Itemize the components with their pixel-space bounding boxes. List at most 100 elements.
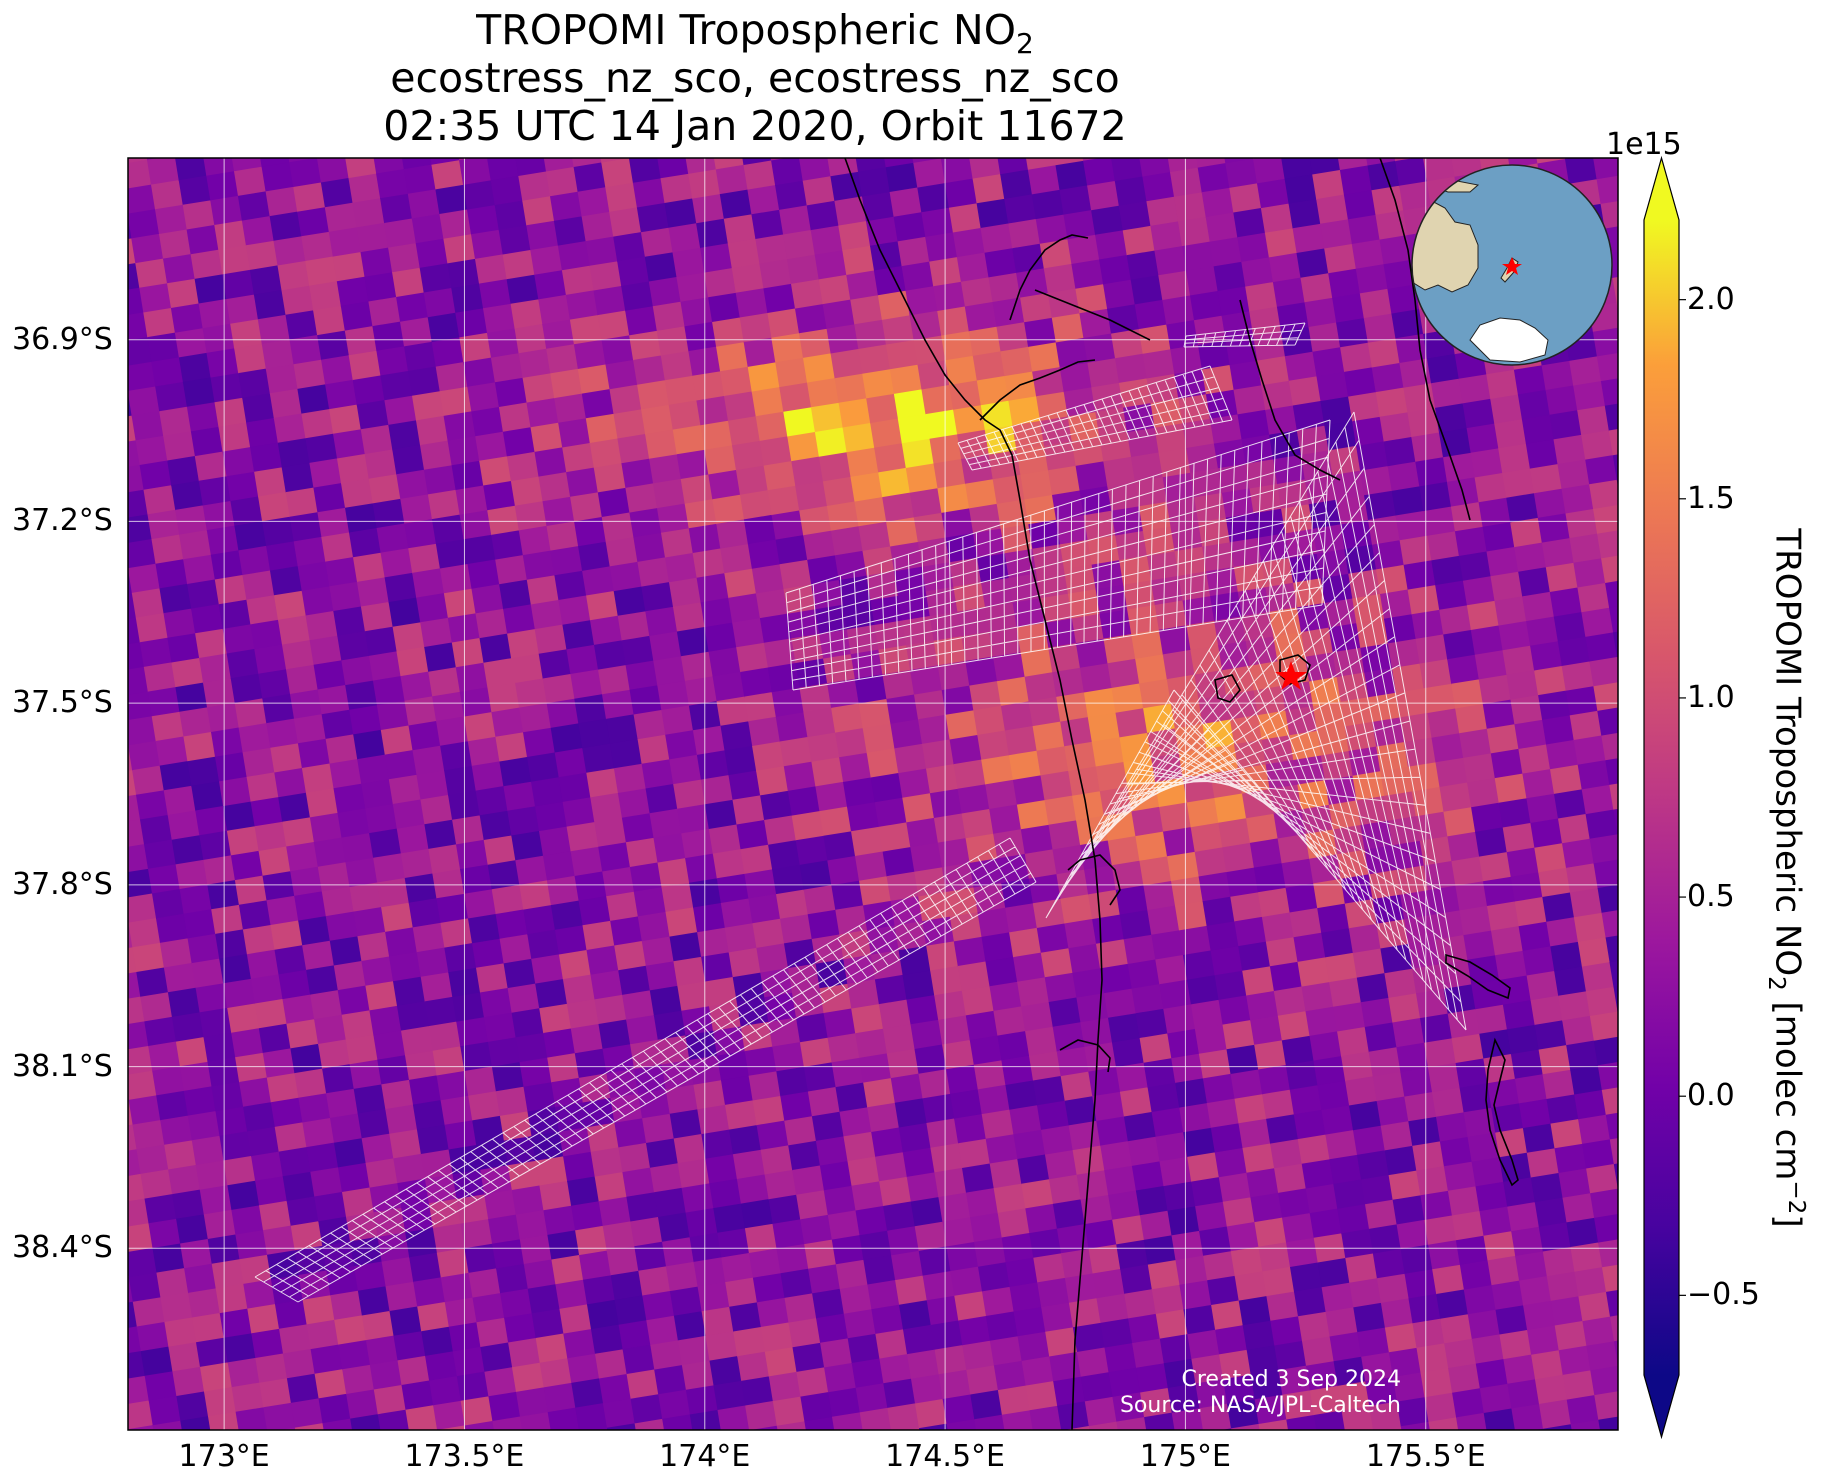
no2-pixel	[163, 785, 197, 816]
no2-pixel	[1190, 822, 1224, 853]
no2-pixel	[1258, 1064, 1291, 1095]
no2-pixel	[933, 636, 967, 667]
no2-pixel	[397, 1355, 431, 1386]
no2-pixel	[779, 559, 813, 590]
no2-pixel	[855, 1028, 888, 1059]
no2-pixel	[215, 929, 248, 960]
no2-pixel	[1396, 1042, 1429, 1073]
no2-pixel	[1434, 403, 1468, 434]
no2-pixel	[1203, 1251, 1236, 1282]
colorbar-tick-label: 1.0	[1687, 679, 1735, 715]
no2-pixel	[539, 1003, 572, 1034]
no2-pixel	[419, 263, 453, 294]
no2-pixel	[128, 1198, 150, 1229]
no2-pixel	[294, 1068, 327, 1099]
no2-pixel	[1285, 528, 1318, 559]
no2-pixel	[167, 810, 201, 841]
no2-pixel	[824, 1362, 857, 1393]
no2-pixel	[1218, 640, 1251, 671]
no2-pixel	[831, 1057, 865, 1088]
no2-pixel	[1139, 1210, 1173, 1241]
no2-pixel	[526, 752, 560, 783]
no2-pixel	[1502, 822, 1536, 853]
no2-pixel	[704, 445, 737, 476]
no2-pixel	[629, 508, 662, 539]
no2-pixel	[171, 126, 204, 156]
no2-pixel	[128, 720, 130, 751]
no2-pixel	[645, 783, 679, 814]
no2-pixel	[965, 656, 998, 687]
no2-pixel	[1162, 827, 1196, 858]
no2-pixel	[1578, 1114, 1611, 1145]
no2-pixel	[771, 510, 805, 541]
no2-pixel	[625, 660, 659, 691]
no2-pixel	[1150, 398, 1184, 429]
no2-pixel	[913, 690, 947, 721]
no2-pixel	[1356, 441, 1389, 472]
no2-pixel	[436, 1248, 470, 1279]
no2-pixel	[1569, 710, 1603, 741]
no2-pixel	[985, 1134, 1019, 1165]
no2-pixel	[1143, 1058, 1177, 1089]
no2-pixel	[567, 1353, 600, 1384]
no2-pixel	[1341, 1228, 1374, 1259]
no2-pixel	[396, 469, 429, 500]
no2-pixel	[1175, 1255, 1209, 1286]
no2-pixel	[349, 705, 382, 736]
lat-tick-label: 36.9°S	[12, 321, 113, 357]
no2-pixel	[373, 853, 406, 884]
no2-pixel	[491, 884, 525, 915]
no2-pixel	[364, 449, 398, 480]
no2-pixel	[988, 272, 1022, 303]
no2-pixel	[747, 539, 781, 570]
no2-pixel	[1110, 158, 1144, 182]
no2-pixel	[160, 1115, 193, 1146]
no2-pixel	[796, 1367, 829, 1398]
colorbar-tick-label: 0.5	[1687, 879, 1735, 915]
no2-pixel	[356, 400, 390, 431]
no2-pixel	[1159, 1334, 1193, 1365]
no2-pixel	[1359, 288, 1393, 319]
no2-pixel	[128, 716, 157, 747]
no2-pixel	[1609, 603, 1618, 634]
no2-pixel	[1296, 248, 1330, 279]
no2-pixel	[1601, 1085, 1618, 1116]
no2-pixel	[626, 1369, 660, 1400]
no2-pixel	[1340, 519, 1373, 550]
no2-pixel	[163, 962, 197, 993]
no2-pixel	[669, 1286, 703, 1317]
no2-pixel	[1534, 843, 1567, 874]
no2-pixel	[475, 963, 509, 994]
no2-pixel	[550, 368, 583, 399]
no2-pixel	[1163, 1004, 1196, 1035]
no2-pixel	[653, 833, 687, 864]
no2-pixel	[152, 1420, 186, 1430]
no2-pixel	[403, 341, 437, 372]
no2-pixel	[336, 276, 370, 307]
no2-pixel	[1577, 582, 1610, 613]
no2-pixel	[1462, 398, 1496, 429]
no2-pixel	[1190, 999, 1224, 1030]
no2-pixel	[830, 171, 863, 202]
no2-pixel	[1104, 1165, 1137, 1196]
no2-pixel	[322, 1064, 355, 1095]
no2-pixel	[668, 400, 702, 431]
no2-pixel	[772, 1396, 806, 1427]
no2-pixel	[618, 965, 651, 996]
no2-pixel	[578, 541, 611, 572]
no2-pixel	[1506, 670, 1540, 701]
no2-pixel	[466, 205, 500, 236]
no2-pixel	[1590, 1188, 1618, 1219]
no2-pixel	[1258, 1242, 1291, 1273]
no2-pixel	[685, 1385, 719, 1416]
no2-pixel	[1426, 353, 1460, 384]
no2-pixel	[257, 314, 291, 345]
no2-pixel	[719, 366, 753, 397]
no2-pixel	[1036, 746, 1070, 777]
no2-pixel	[388, 597, 422, 628]
no2-pixel	[527, 1284, 561, 1315]
no2-pixel	[1040, 1125, 1074, 1156]
globe-site-star-icon	[1502, 257, 1522, 275]
no2-pixel	[522, 550, 556, 581]
no2-pixel	[735, 465, 769, 496]
